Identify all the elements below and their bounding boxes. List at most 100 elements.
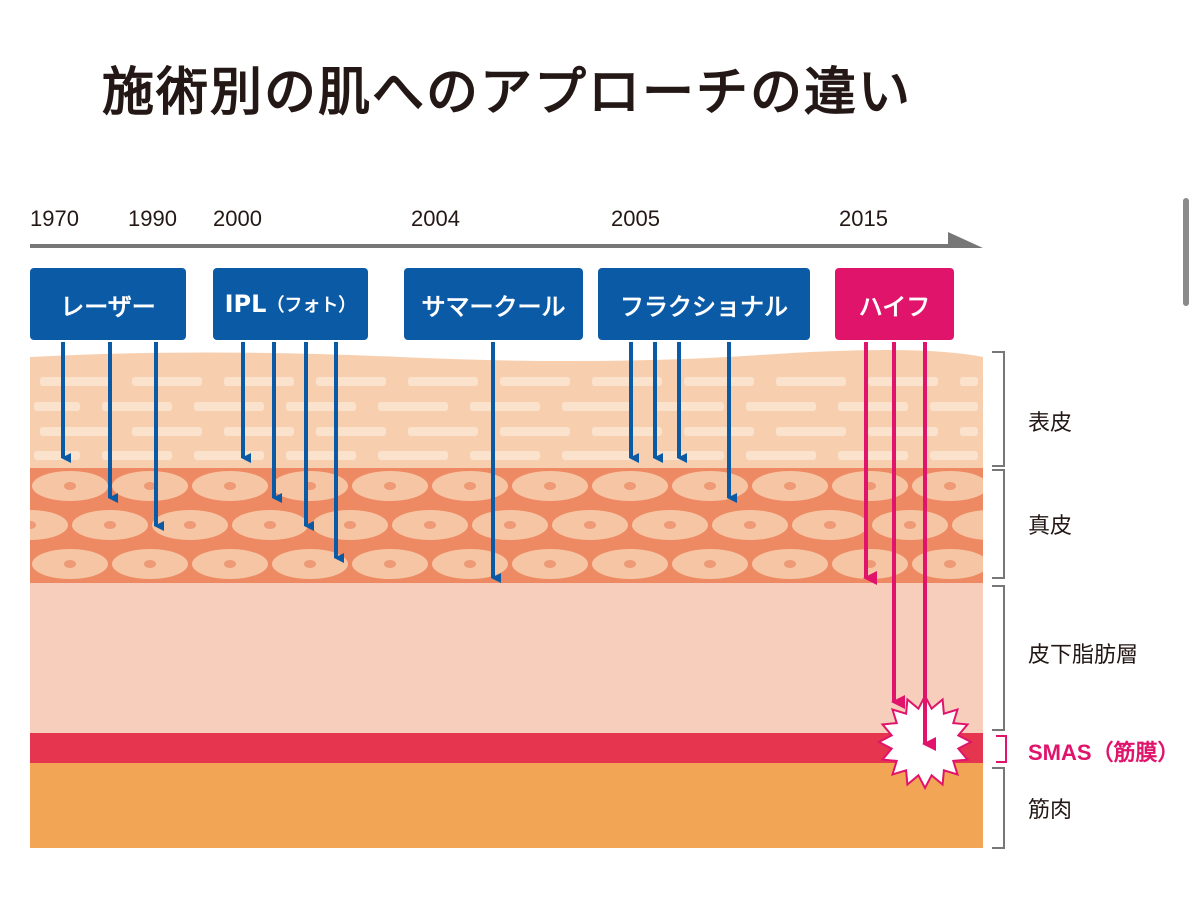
dermis-cell-nucleus (704, 560, 716, 568)
dermis-cell-nucleus (384, 560, 396, 568)
epidermis-dash (316, 377, 386, 386)
dermis-cell-nucleus (64, 560, 76, 568)
dermis-cell-nucleus (544, 482, 556, 490)
year-label-2000: 2000 (213, 206, 262, 231)
dermis-cell-nucleus (744, 521, 756, 529)
treatment-label-fractional: フラクショナル (620, 292, 788, 321)
muscle-bracket (992, 767, 1005, 849)
layer-label-epidermis: 表皮 (1028, 411, 1073, 436)
dermis-cell-nucleus (344, 521, 356, 529)
dermis-cell-nucleus (784, 560, 796, 568)
hifu-arrows (863, 342, 936, 751)
epidermis-dash (684, 377, 754, 386)
dermis-cell-nucleus (424, 521, 436, 529)
dermis-cell-nucleus (544, 560, 556, 568)
epidermis-dash (930, 451, 978, 460)
dermis-cell-nucleus (184, 521, 196, 529)
epidermis-dash (286, 451, 356, 460)
epidermis-dash (776, 427, 846, 436)
dermis-cell (952, 510, 983, 540)
epidermis-dash (102, 402, 172, 411)
epidermis-dash (868, 377, 938, 386)
dermis-cell-nucleus (984, 521, 996, 529)
scrollbar[interactable] (1183, 198, 1189, 306)
dermis-cell-nucleus (824, 521, 836, 529)
epidermis-dash (654, 402, 724, 411)
dermis-cell-nucleus (904, 521, 916, 529)
dermis-cell (30, 510, 68, 540)
epidermis-dash (960, 427, 978, 436)
subcutaneous-fat-layer (30, 583, 983, 733)
dermis-bracket (992, 469, 1005, 579)
year-label-2004: 2004 (411, 206, 460, 231)
dermis-cell-nucleus (64, 482, 76, 490)
epidermis-dash (562, 451, 632, 460)
epidermis-dash (194, 451, 264, 460)
timeline-axis (30, 232, 983, 248)
epidermis-dash (746, 402, 816, 411)
smas-layer (30, 733, 983, 763)
dermis-cell-nucleus (504, 521, 516, 529)
epidermis-dash (838, 402, 908, 411)
epidermis-dash (562, 402, 632, 411)
dermis-cell-nucleus (664, 521, 676, 529)
treatment-box-hifu: ハイフ (835, 268, 954, 340)
epidermis-dash (132, 377, 202, 386)
dermis-cell-nucleus (464, 560, 476, 568)
dermis-cell-nucleus (944, 560, 956, 568)
dermis-cell-nucleus (704, 482, 716, 490)
epidermis-dash (838, 451, 908, 460)
dermis-cell-nucleus (624, 482, 636, 490)
epidermis-dash (746, 451, 816, 460)
epidermis-dash (930, 402, 978, 411)
epidermis-dash (132, 427, 202, 436)
layer-label-smas: SMAS（筋膜） (1028, 740, 1180, 765)
epidermis-dash (286, 402, 356, 411)
year-label-1990: 1990 (128, 206, 177, 231)
epidermis-dash (500, 377, 570, 386)
ipl-arrows (241, 342, 344, 563)
treatment-label-ipl-suffix: （フォト） (266, 295, 357, 316)
dermis-cell-nucleus (944, 482, 956, 490)
laser-arrows (61, 342, 164, 531)
layer-label-muscle: 筋肉 (1028, 798, 1073, 823)
epidermis-dash (654, 451, 724, 460)
epidermis-dash (684, 427, 754, 436)
epidermis-dash (194, 402, 264, 411)
dermis-cell-nucleus (144, 482, 156, 490)
treatment-label-summer-cool: サマークール (421, 292, 566, 321)
page-title: 施術別の肌へのアプローチの違い (102, 63, 913, 123)
epidermis-dash (34, 451, 80, 460)
epidermis-dash (408, 377, 478, 386)
treatment-box-fractional: フラクショナル (598, 268, 810, 340)
epidermis-dash (378, 402, 448, 411)
epidermis-dash (592, 427, 662, 436)
epidermis-dash (408, 427, 478, 436)
epidermis-dash (470, 402, 540, 411)
epidermis-dash (102, 451, 172, 460)
epidermis-dash (34, 402, 80, 411)
dermis-cell-nucleus (104, 521, 116, 529)
muscle-layer (30, 763, 983, 848)
subcutaneous-bracket (992, 585, 1005, 731)
treatment-box-ipl: IPL （フォト） (213, 268, 368, 340)
dermis-cell-nucleus (464, 482, 476, 490)
dermis-cell-nucleus (784, 482, 796, 490)
epidermis-dash (378, 451, 448, 460)
epidermis-bracket (992, 351, 1005, 467)
epidermis-dash (592, 377, 662, 386)
layer-label-subcutaneous: 皮下脂肪層 (1028, 643, 1139, 668)
epidermis-dash (40, 427, 110, 436)
layer-label-dermis: 真皮 (1028, 514, 1073, 539)
epidermis-dash (40, 377, 110, 386)
treatment-label-ipl: IPL (224, 290, 267, 318)
dermis-cell-nucleus (224, 560, 236, 568)
epidermis-dash (960, 377, 978, 386)
dermis-cell-nucleus (30, 521, 36, 529)
smas-bracket (996, 735, 1007, 763)
treatment-label-laser: レーザー (60, 292, 156, 321)
dermis-cell-nucleus (264, 521, 276, 529)
epidermis-dash (470, 451, 540, 460)
treatment-label-hifu: ハイフ (858, 292, 931, 321)
